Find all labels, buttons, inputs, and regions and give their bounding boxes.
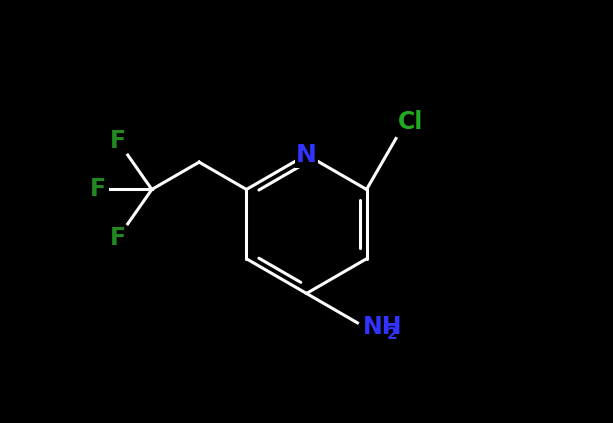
Text: 2: 2 (387, 327, 398, 342)
Text: NH: NH (362, 315, 402, 339)
Text: F: F (110, 226, 126, 250)
Text: N: N (296, 143, 317, 167)
Text: F: F (110, 129, 126, 153)
Text: Cl: Cl (398, 110, 424, 134)
Text: F: F (90, 177, 107, 201)
